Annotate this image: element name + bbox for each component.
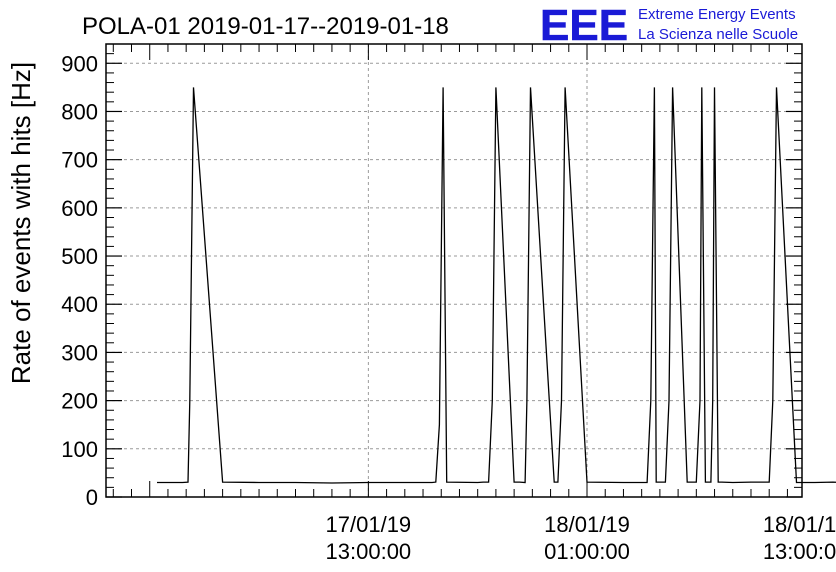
plot-frame <box>105 43 803 498</box>
y-tick-label: 700 <box>61 148 98 173</box>
x-tick-date-label: 18/01/19 <box>763 512 836 537</box>
y-tick-label: 900 <box>61 51 98 76</box>
x-tick-time-label: 13:00:00 <box>326 539 412 564</box>
y-tick-label: 600 <box>61 196 98 221</box>
x-tick-date-label: 17/01/19 <box>326 512 412 537</box>
gridlines <box>106 44 802 497</box>
logo-mark: EEE <box>540 1 628 50</box>
axes: 010020030040050060070080090017/01/1913:0… <box>61 43 836 564</box>
y-tick-label: 100 <box>61 437 98 462</box>
y-tick-label: 400 <box>61 292 98 317</box>
y-tick-label: 500 <box>61 244 98 269</box>
x-tick-time-label: 13:00:00 <box>763 539 836 564</box>
y-tick-label: 800 <box>61 99 98 124</box>
series-line <box>157 87 836 484</box>
chart-title: POLA-01 2019-01-17--2019-01-18 <box>82 13 449 40</box>
y-tick-label: 200 <box>61 389 98 414</box>
y-tick-label: 300 <box>61 340 98 365</box>
y-axis-label: Rate of events with hits [Hz] <box>6 62 36 384</box>
plot-series <box>157 87 836 484</box>
x-tick-time-label: 01:00:00 <box>544 539 630 564</box>
y-tick-label: 0 <box>86 485 98 510</box>
logo-line2: La Scienza nelle Scuole <box>638 26 798 43</box>
logo-line1: Extreme Energy Events <box>638 6 796 23</box>
logo: EEE Extreme Energy Events La Scienza nel… <box>540 1 798 51</box>
x-tick-date-label: 18/01/19 <box>544 512 630 537</box>
